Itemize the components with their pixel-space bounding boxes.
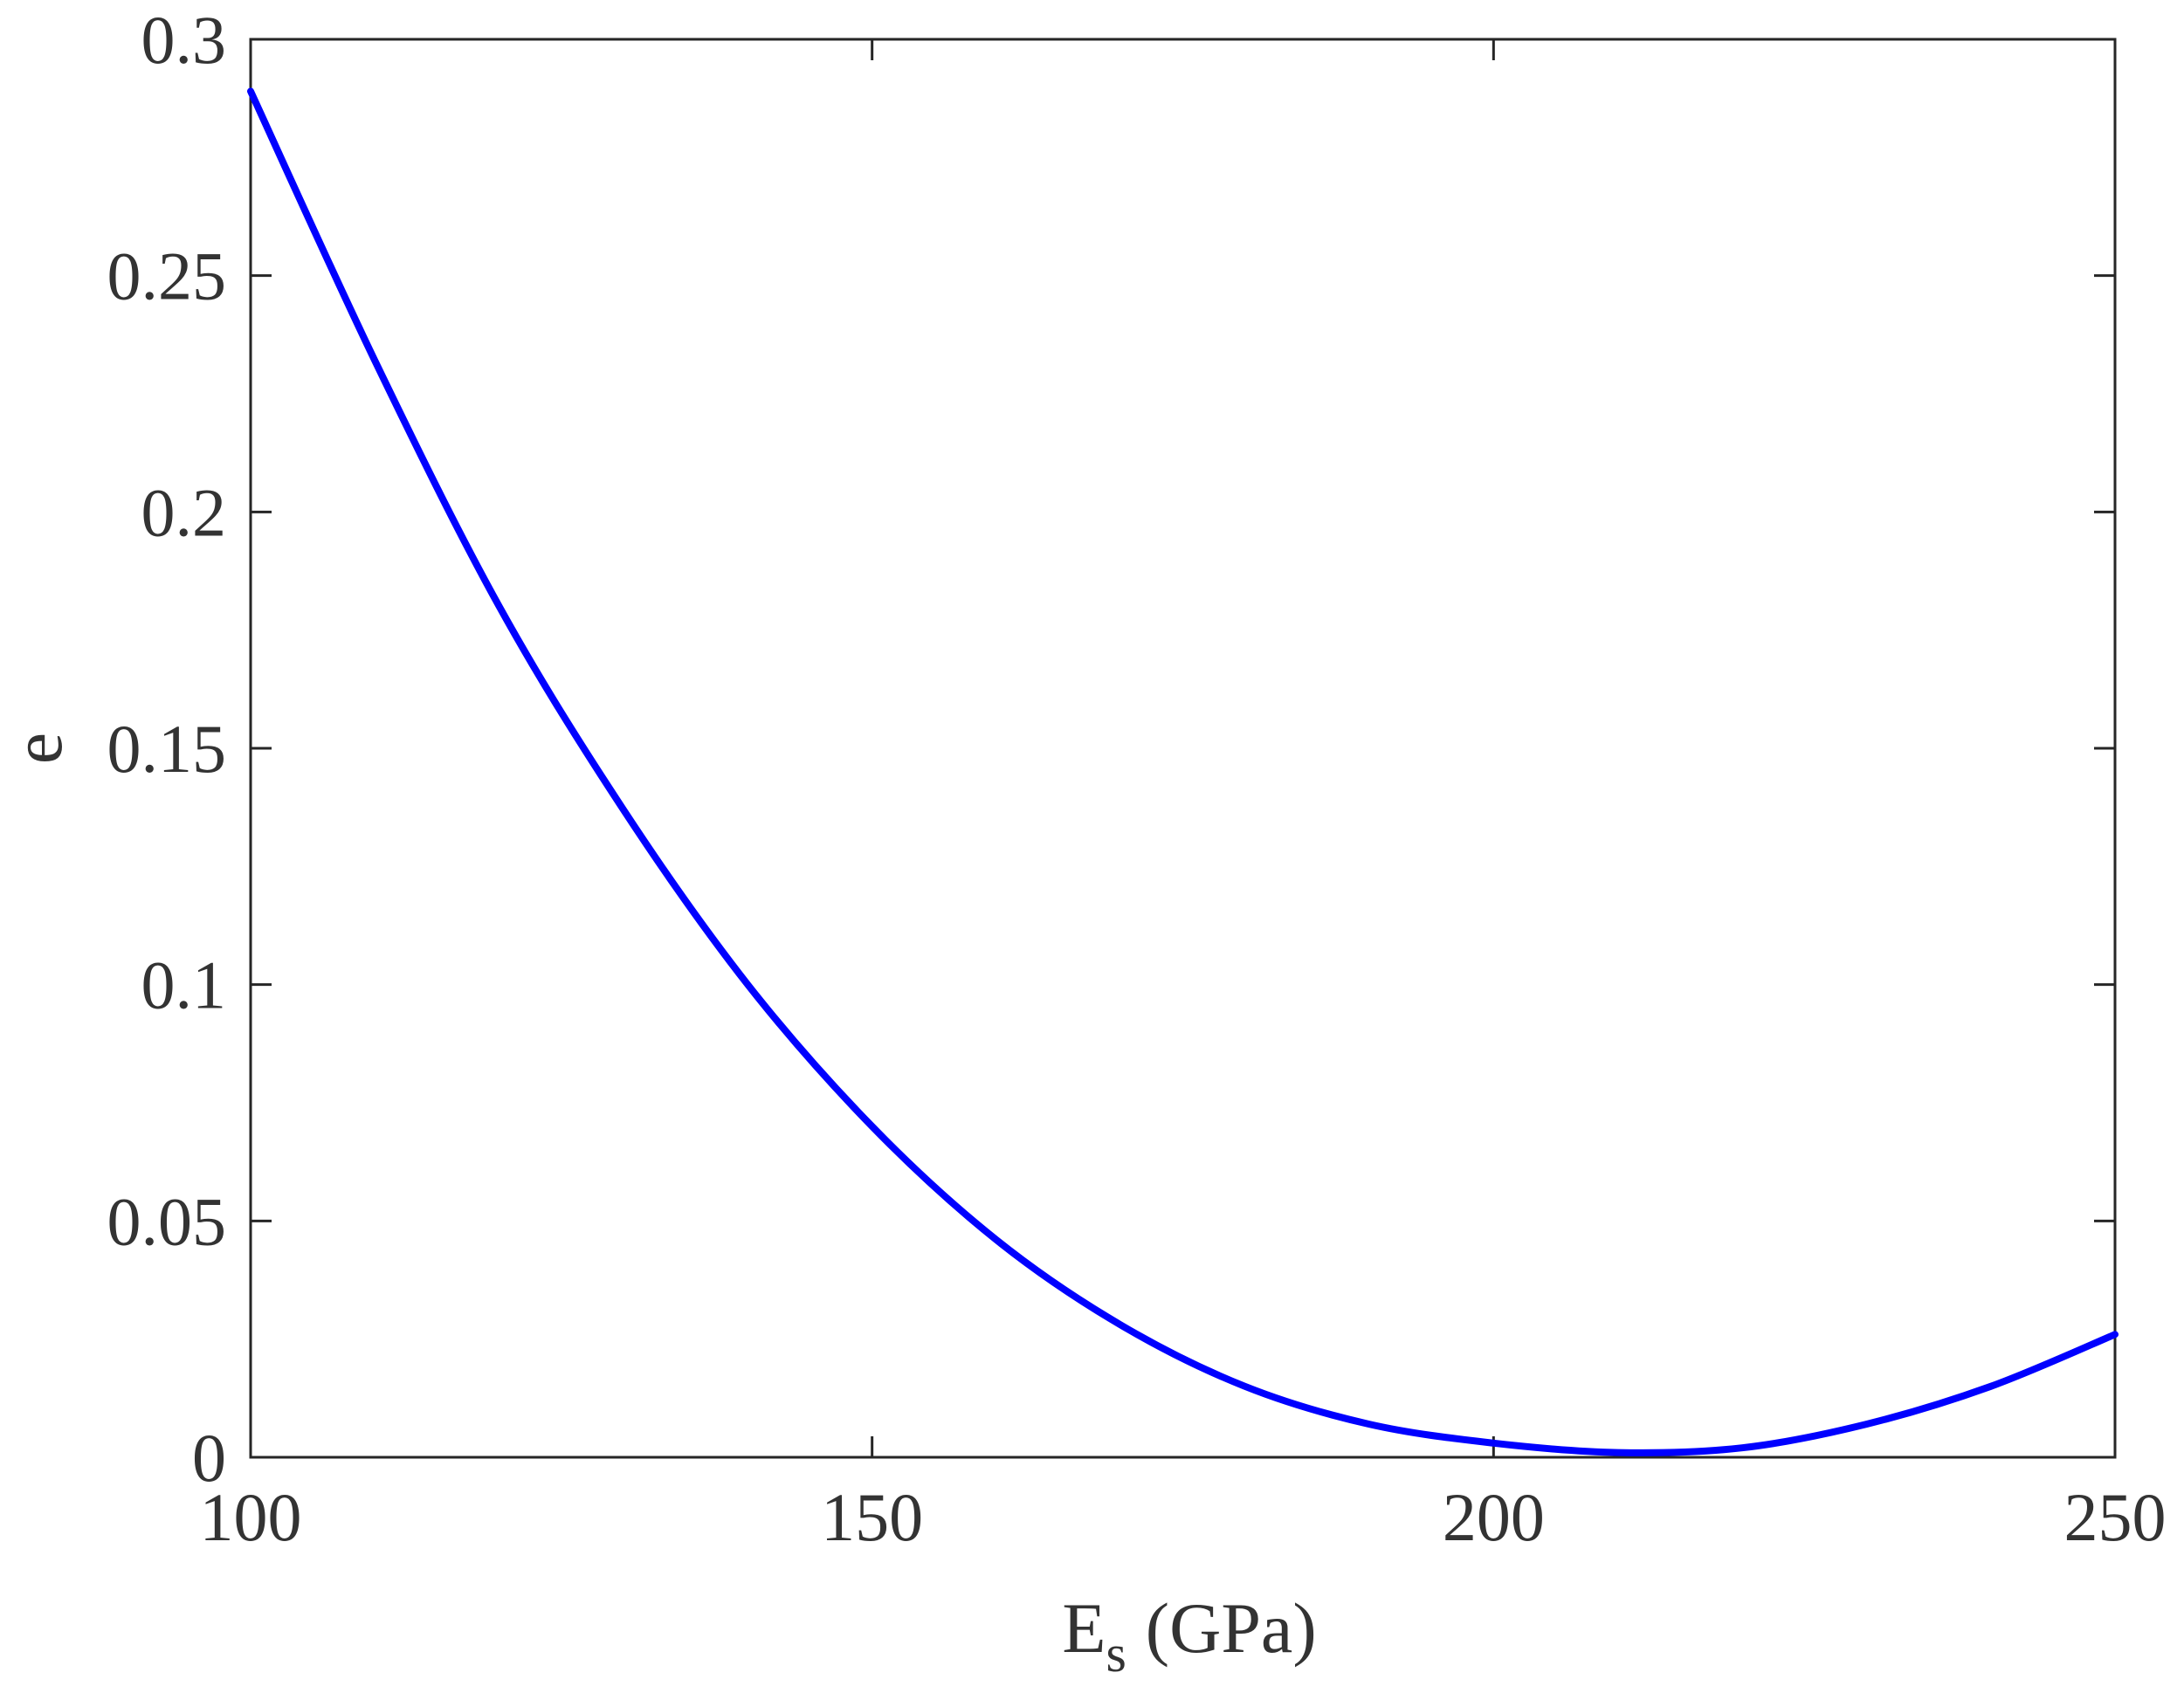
x-tick-label: 100 (200, 1479, 302, 1555)
x-axis-title-subscript: s (1106, 1625, 1126, 1683)
x-axis-title-main: E (1062, 1588, 1106, 1668)
y-tick-label: 0.05 (107, 1183, 227, 1259)
x-axis-title: Es (GPa) (1062, 1588, 1316, 1683)
series-line (247, 87, 2119, 1456)
y-tick-label: 0.1 (141, 947, 227, 1023)
y-tick-label: 0.3 (141, 2, 227, 78)
plot-area (249, 38, 2117, 1459)
y-axis-title: e (0, 733, 77, 764)
x-tick-label: 150 (821, 1479, 923, 1555)
y-tick-label: 0.25 (107, 238, 227, 314)
x-tick-labels: 100 150 200 250 (200, 1479, 2167, 1555)
axis-ticks (249, 38, 2117, 1459)
y-tick-label: 0.15 (107, 711, 227, 787)
y-tick-label: 0.2 (141, 474, 227, 550)
x-axis-title-unit: (GPa) (1146, 1588, 1317, 1668)
x-tick-label: 200 (1443, 1479, 1545, 1555)
x-tick-label: 250 (2064, 1479, 2167, 1555)
y-tick-label: 0 (192, 1420, 226, 1496)
y-tick-labels: 0 0.05 0.1 0.15 0.2 0.25 0.3 (107, 2, 227, 1496)
